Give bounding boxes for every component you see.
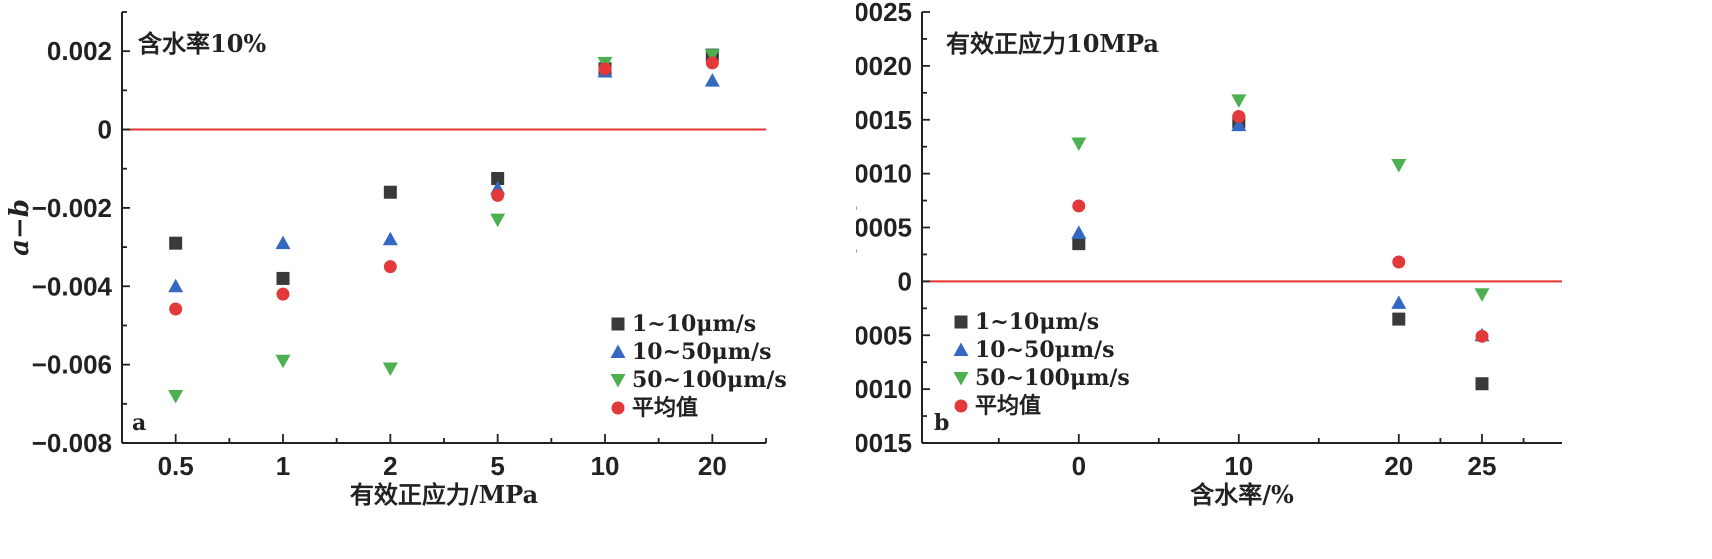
legend-label: 10~50μm/s [975,337,1114,363]
x-axis-title: 含水率/% [1190,480,1294,509]
legend-label: 50~100μm/s [632,367,787,393]
x-tick-label: 10 [591,451,620,481]
data-point [1392,312,1406,326]
legend-marker [953,372,969,386]
data-point [1475,329,1489,343]
chart-panel-a: −0.008 −0.006 −0.004 −0.002 0 0.002 0.5 1 2 5 10 20… [5,11,787,509]
y-tick-label: 0.002 [47,36,112,66]
x-tick-label: 0.5 [158,451,194,481]
panel-label: a [132,410,146,436]
legend-marker [611,401,625,415]
data-point [382,362,398,377]
panel-label: b [934,410,949,436]
data-point [705,56,719,70]
data-point [491,172,505,186]
data-point [1071,137,1087,151]
series-1 [168,64,720,293]
data-point [168,278,184,293]
y-tick-label: -0.0010 [856,374,912,404]
data-point [1231,117,1247,132]
data-point [491,188,505,202]
x-tick-label: 1 [276,451,290,481]
data-point [598,62,612,76]
y-tick-label: −0.008 [32,428,112,458]
x-tick-label: 20 [698,451,727,481]
data-point [276,271,290,285]
y-tick-label: -0.0015 [856,428,912,458]
legend-marker [610,374,626,388]
y-tick-label: 0.0005 [856,213,912,243]
data-point [383,260,397,274]
y-tick-label: 0.0010 [856,159,912,189]
data-point [169,302,183,316]
y-axis-title: a−b [5,199,35,256]
legend-label: 1~10μm/s [632,311,756,337]
data-point [1072,237,1086,251]
data-point [1474,288,1490,302]
legend-marker [954,399,968,413]
data-point [168,389,184,404]
legend-marker [954,315,968,329]
x-tick-label: 0 [1072,451,1086,481]
y-axis-title: a−b [856,199,863,256]
y-tick-label: −0.006 [32,350,112,380]
series-3 [169,56,719,316]
y-tick-label: 0.0015 [856,105,912,135]
y-tick-label: 0 [898,266,912,296]
x-axis-title: 有效正应力/MPa [350,480,538,509]
data-point [490,213,506,228]
x-tick-label: 25 [1468,451,1497,481]
legend-label: 平均值 [975,393,1041,419]
data-point [1391,295,1407,309]
y-tick-label: 0 [98,115,112,145]
legend-marker [953,342,969,356]
y-tick-label: −0.002 [32,193,112,223]
legend-marker [610,344,626,358]
legend-label: 50~100μm/s [975,365,1130,391]
data-point [1232,110,1246,124]
x-tick-label: 20 [1384,451,1413,481]
data-point [275,354,291,369]
data-point [276,287,290,301]
data-point [1392,255,1406,269]
data-point [1071,225,1087,239]
legend-marker [611,317,625,331]
series-0 [169,48,719,285]
y-tick-label: -0.0005 [856,320,912,350]
data-point [1391,159,1407,173]
chart-panel-b: -0.0015 -0.0010 -0.0005 0 0.0005 0.0010 0.0015… [856,0,1562,509]
x-tick-label: 10 [1224,451,1253,481]
y-tick-label: 0.0025 [856,0,912,27]
series-0 [1072,115,1489,391]
series-3 [1072,110,1489,343]
x-tick-label: 2 [383,451,397,481]
legend-label: 1~10μm/s [975,309,1099,335]
data-point [704,73,720,87]
data-point [1475,377,1489,391]
y-tick-label: 0.0020 [856,51,912,81]
legend-label: 平均值 [632,395,698,421]
series-1 [1071,117,1490,342]
data-point [704,49,720,63]
chart-annotation: 含水率10% [138,29,266,58]
series-2 [1071,94,1490,302]
data-point [275,235,291,250]
data-point [169,236,183,250]
x-tick-label: 5 [490,451,504,481]
chart-annotation: 有效正应力10MPa [946,29,1159,58]
data-point [382,231,398,246]
data-point [383,185,397,199]
y-tick-label: −0.004 [32,271,113,301]
legend-label: 10~50μm/s [632,339,771,365]
data-point [1231,94,1247,108]
data-point [1072,199,1086,213]
